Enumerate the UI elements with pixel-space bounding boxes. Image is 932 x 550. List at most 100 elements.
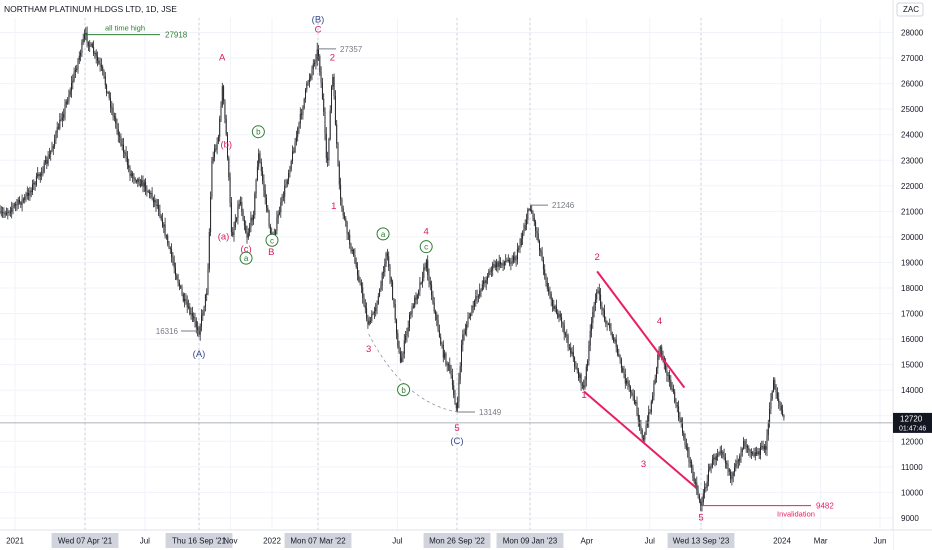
y-tick-label: 25000 <box>901 105 924 114</box>
candle-body <box>227 134 228 158</box>
candle-body <box>591 322 592 331</box>
candle-body <box>717 455 719 457</box>
wave-label: (b) <box>220 139 232 150</box>
candle-body <box>459 366 461 380</box>
candle-body <box>615 339 617 348</box>
candle-body <box>505 260 507 262</box>
x-tick-label: Nov <box>223 537 237 546</box>
candle-body <box>110 98 111 108</box>
candle-body <box>256 166 258 180</box>
candle-body <box>626 380 628 384</box>
candle-body <box>69 90 71 95</box>
candle-body <box>277 214 279 218</box>
candle-body <box>509 259 511 264</box>
candle-body <box>267 207 269 212</box>
candle-body <box>332 76 334 87</box>
candle-body <box>64 104 66 115</box>
candle-body <box>255 179 257 194</box>
candle-body <box>736 460 738 464</box>
candle-body <box>485 280 487 284</box>
candle-body <box>328 139 330 161</box>
candle-body <box>329 110 331 140</box>
candle-body <box>223 86 225 101</box>
candle-body <box>440 336 442 344</box>
candle-body <box>321 82 323 99</box>
candle-body <box>754 452 756 456</box>
candle-body <box>282 196 284 198</box>
x-tick-label: Mon 26 Sep '22 <box>429 537 485 546</box>
candle-body <box>143 182 145 187</box>
y-tick-label: 18000 <box>901 284 924 293</box>
candle-body <box>558 314 560 318</box>
candle-body <box>758 451 760 455</box>
wave-label: (c) <box>241 244 252 255</box>
candle-body <box>58 127 59 129</box>
candle-body <box>380 285 382 290</box>
candle-body <box>98 60 100 64</box>
candle-body <box>242 211 244 220</box>
candle-body <box>489 270 491 272</box>
candle-body <box>334 96 336 125</box>
price-label: 21246 <box>552 201 575 210</box>
candle-body <box>548 288 550 292</box>
wave-label: a <box>381 230 386 239</box>
candle-body <box>312 63 314 69</box>
candle-body <box>697 490 699 496</box>
candle-body <box>230 202 232 233</box>
candle-body <box>12 205 14 209</box>
candle-body <box>185 298 187 302</box>
candle-body <box>126 156 128 165</box>
wave-label: A <box>219 53 226 64</box>
price-axis[interactable]: 9000100001100012000130001400015000160001… <box>892 0 932 550</box>
all-time-high-label: all time high <box>105 24 145 33</box>
candle-body <box>306 83 308 90</box>
candle-body <box>700 500 702 506</box>
channel-trendline[interactable] <box>583 390 697 489</box>
candle-body <box>613 337 615 342</box>
annotations: 27918 27357 21246 16316 13149 9482 all time hi… <box>0 14 893 524</box>
candle-body <box>770 399 772 409</box>
candle-body <box>194 319 196 322</box>
candle-body <box>37 174 39 177</box>
candle-body <box>80 52 82 56</box>
candle-body <box>6 212 7 215</box>
candle-body <box>587 360 589 367</box>
candle-body <box>177 278 179 283</box>
candle-body <box>567 335 569 348</box>
grid <box>0 18 893 530</box>
candle-body <box>393 299 395 304</box>
candle-body <box>295 136 297 143</box>
candle-body <box>120 136 122 146</box>
currency-badge[interactable] <box>896 2 924 17</box>
candle-body <box>65 101 67 105</box>
candle-body <box>97 56 98 61</box>
candle-body <box>84 34 85 39</box>
candle-body <box>743 440 745 449</box>
x-tick-highlight <box>284 533 352 548</box>
candle-body <box>142 180 144 187</box>
candle-body <box>701 502 703 506</box>
candle-body <box>782 410 784 416</box>
candle-body <box>636 402 638 415</box>
candle-body <box>4 213 6 215</box>
wave-label: 4 <box>424 226 429 237</box>
candle-body <box>571 351 573 354</box>
candle-body <box>156 204 158 206</box>
candle-body <box>617 347 618 354</box>
price-series <box>0 26 785 512</box>
candle-body <box>383 272 384 274</box>
wave-label: 3 <box>366 344 371 355</box>
candle-body <box>696 482 698 491</box>
candle-body <box>371 314 373 321</box>
candle-body <box>266 197 267 208</box>
candle-body <box>545 275 547 283</box>
candle-body <box>35 176 37 185</box>
candle-body <box>750 451 752 453</box>
candle-body <box>333 76 335 97</box>
candle-body <box>104 76 106 86</box>
candle-body <box>419 282 421 292</box>
candle-body <box>327 157 329 161</box>
channel-trendline[interactable] <box>596 270 686 389</box>
